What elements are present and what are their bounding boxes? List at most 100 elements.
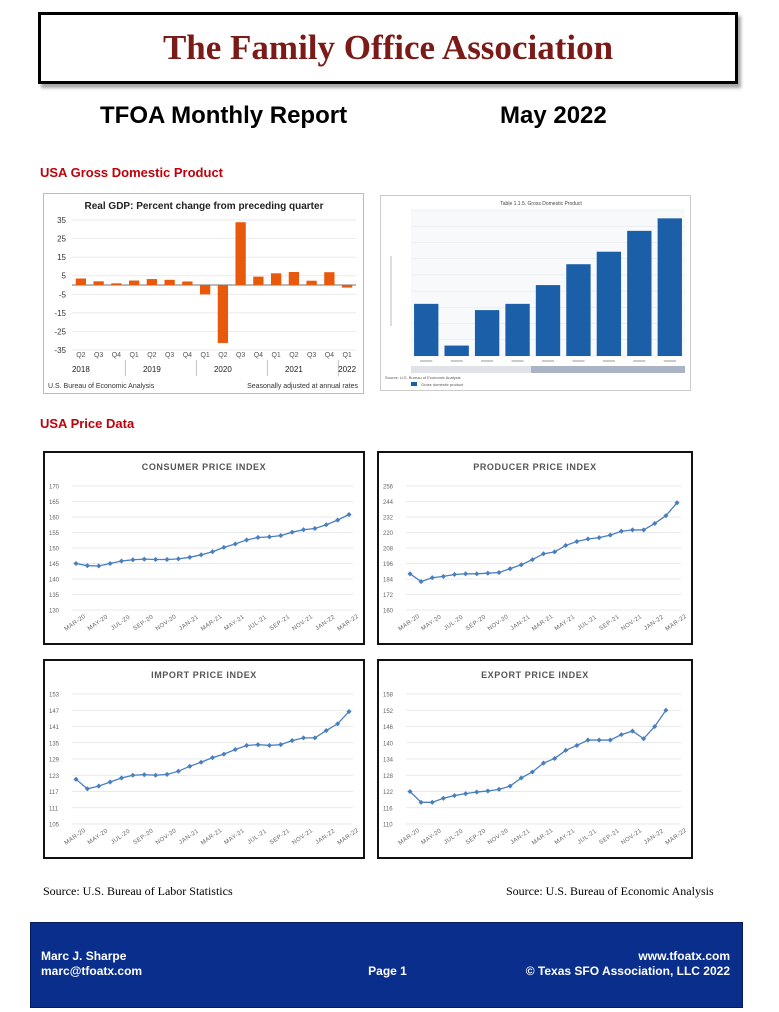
import-data-point <box>175 768 181 774</box>
gdp-table-xtick <box>420 360 433 362</box>
ppi-data-point <box>496 569 502 576</box>
gdp-change-chart: Real GDP: Percent change from preceding … <box>43 193 364 394</box>
gdp-table-svg: Table 1.1.5. Gross Domestic Product Sourc… <box>385 201 685 387</box>
ppi-data-point <box>596 535 602 541</box>
gdp-bar <box>341 285 353 288</box>
footer-website[interactable]: www.tfoatx.com <box>638 949 730 963</box>
ppi-series-line <box>409 502 678 583</box>
gdp-chart-title: Real GDP: Percent change from preceding … <box>85 201 324 212</box>
export-ytick-label: 158 <box>383 693 394 699</box>
import-data-point <box>130 772 136 778</box>
gdp-bar <box>306 280 317 285</box>
gdp-ytick-label: 5 <box>62 272 67 281</box>
gdp-ytick-label: -15 <box>54 309 66 318</box>
gdp-table-xtick <box>602 360 615 362</box>
cpi-ytick-label: 155 <box>49 531 60 537</box>
export-xtick-label: SEP-21 <box>599 828 622 846</box>
import-data-point <box>96 783 102 789</box>
footer-email[interactable]: marc@tfoatx.com <box>41 964 143 978</box>
cpi-data-point <box>289 529 295 535</box>
export-data-point <box>618 732 624 738</box>
export-data-point <box>585 737 591 743</box>
ppi-xtick-label: SEP-20 <box>465 614 488 632</box>
gdp-quarter-label: Q2 <box>147 352 156 359</box>
footer-company: www.tfoatx.com © Texas SFO Association, … <box>526 949 730 979</box>
ppi-chart-title: PRODUCER PRICE INDEX <box>473 462 597 472</box>
gdp-change-svg: Real GDP: Percent change from preceding … <box>48 201 358 390</box>
ppi-data-point <box>529 557 535 563</box>
import-data-point <box>153 772 159 778</box>
import-data-point <box>73 776 79 782</box>
cpi-chart: CONSUMER PRICE INDEX 170 165 160 155 150 145 14… <box>43 451 365 645</box>
export-xtick-label: MAY-21 <box>554 828 577 846</box>
gdp-year-label: 2018 <box>72 365 90 374</box>
import-xtick-label: JUL-20 <box>110 828 131 846</box>
gdp-quarter-label: Q1 <box>342 352 351 359</box>
ppi-data-point <box>552 549 558 555</box>
gdp-table-source: Source: U.S. Bureau of Economic Analysis <box>385 375 461 380</box>
export-ytick-label: 116 <box>383 806 393 812</box>
export-ytick-label: 122 <box>383 790 394 796</box>
ppi-xtick-label: JUL-20 <box>443 614 464 632</box>
gdp-bar <box>217 285 229 343</box>
import-data-point <box>266 742 272 749</box>
source-left: Source: U.S. Bureau of Labor Statistics <box>43 884 233 898</box>
cpi-xtick-label: JUL-20 <box>110 614 131 632</box>
gdp-quarter-label: Q3 <box>94 352 103 359</box>
export-ytick-label: 152 <box>383 709 394 715</box>
cpi-data-point <box>141 556 147 562</box>
import-ytick-label: 117 <box>49 790 59 796</box>
export-ytick-label: 110 <box>383 823 393 829</box>
import-data-point <box>187 763 193 769</box>
export-xtick-label: NOV-21 <box>620 828 643 847</box>
ppi-ytick-label: 160 <box>383 609 394 615</box>
export-data-point <box>540 760 547 766</box>
import-ytick-label: 123 <box>49 774 60 780</box>
import-series-line <box>75 711 350 790</box>
ppi-svg: PRODUCER PRICE INDEX 256 244 232 220 208 196 18… <box>383 462 688 633</box>
import-data-point <box>244 742 250 749</box>
ppi-data-point <box>518 562 524 568</box>
gdp-table-xtick <box>633 360 646 362</box>
ppi-data-point <box>451 571 458 578</box>
gdp-table-chart: Table 1.1.5. Gross Domestic Product Sourc… <box>380 195 691 391</box>
gdp-source-right: Seasonally adjusted at annual rates <box>247 383 358 390</box>
ppi-ytick-label: 208 <box>383 547 394 553</box>
ppi-ytick-label: 220 <box>383 531 394 537</box>
gdp-bar <box>199 285 211 295</box>
import-ytick-label: 135 <box>49 741 60 747</box>
import-xtick-label: JAN-21 <box>178 828 200 846</box>
ppi-xtick-label: MAR-21 <box>531 614 555 633</box>
ppi-data-point <box>429 575 435 581</box>
import-chart: IMPORT PRICE INDEX 153 147 141 135 129 123 117 1… <box>43 659 365 859</box>
gdp-table-bar <box>535 285 561 356</box>
cpi-data-point <box>335 517 341 523</box>
export-data-point <box>463 791 469 797</box>
ppi-xtick-label: MAY-21 <box>554 614 577 632</box>
gdp-table-legend-swatch <box>411 382 417 386</box>
cpi-ytick-label: 140 <box>49 578 60 584</box>
gdp-bar <box>128 280 140 285</box>
export-xtick-label: SEP-20 <box>465 828 488 846</box>
gdp-ytick-label: -5 <box>59 290 67 299</box>
import-chart-title: IMPORT PRICE INDEX <box>151 670 257 680</box>
cpi-data-point <box>198 552 204 558</box>
export-data-point <box>529 769 535 775</box>
cpi-data-point <box>130 557 136 563</box>
cpi-data-point <box>244 537 250 543</box>
export-series-line <box>409 709 667 803</box>
cpi-data-point <box>84 563 90 569</box>
cpi-data-point <box>232 541 238 547</box>
ppi-data-point <box>607 532 613 538</box>
ppi-xtick-label: SEP-21 <box>599 614 622 632</box>
ppi-xtick-label: NOV-21 <box>620 614 643 633</box>
org-title: The Family Office Association <box>162 28 614 67</box>
cpi-ytick-label: 150 <box>49 547 60 553</box>
import-ytick-label: 105 <box>49 823 60 829</box>
gdp-bar <box>75 278 87 285</box>
ppi-data-point <box>507 566 513 572</box>
gdp-ytick-label: 25 <box>57 235 66 244</box>
gdp-bar <box>270 273 282 285</box>
gdp-year-label: 2022 <box>338 365 356 374</box>
cpi-ytick-label: 170 <box>49 485 60 491</box>
